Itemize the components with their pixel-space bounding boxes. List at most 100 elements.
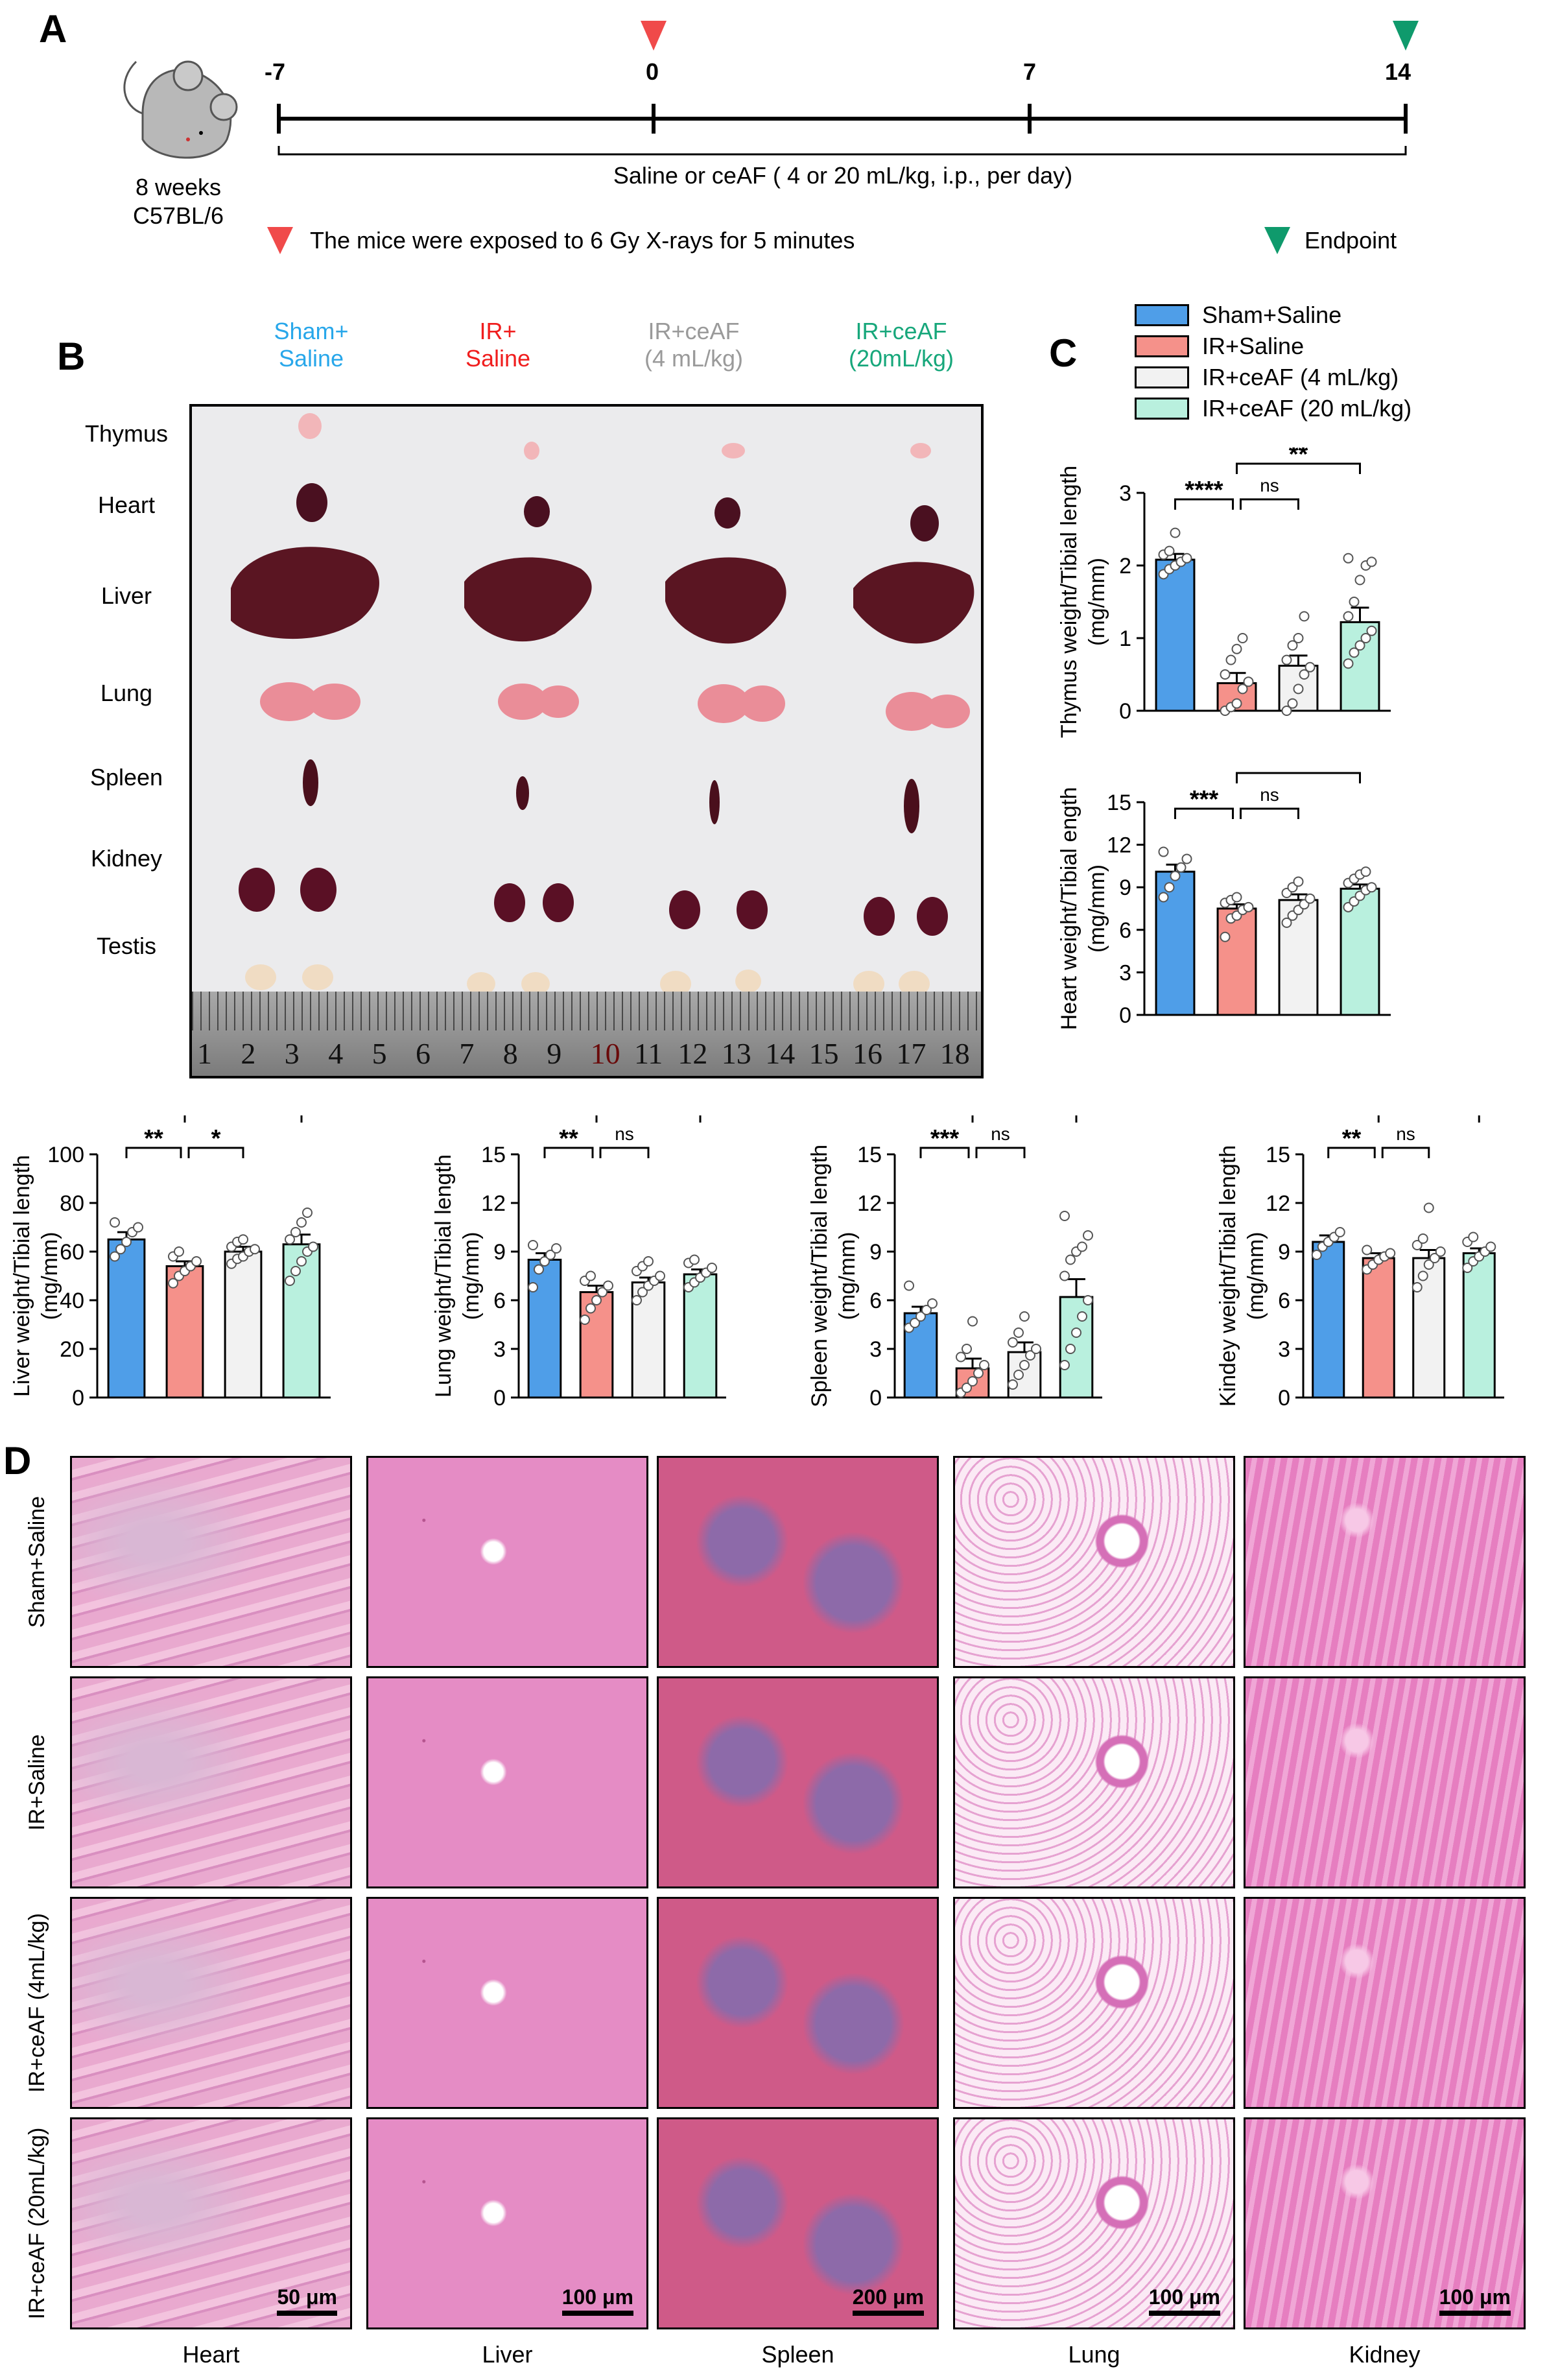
significance-label: ns	[1260, 475, 1279, 495]
ruler-number: 14	[765, 1037, 796, 1070]
group-header-ir: IR+ Saline	[465, 318, 531, 372]
y-tick-label: 12	[857, 1191, 882, 1216]
legend-item-sham: Sham+Saline	[1135, 300, 1472, 331]
data-point	[528, 1282, 538, 1292]
significance-label: **	[1289, 447, 1308, 468]
data-point	[534, 1264, 544, 1275]
significance-bracket	[919, 1147, 970, 1158]
y-tick-label: 12	[1107, 833, 1131, 858]
data-point	[1031, 1344, 1041, 1354]
histology-column-label: Lung	[1068, 2341, 1120, 2368]
ruler-number: 4	[328, 1037, 344, 1070]
timeline	[267, 21, 1419, 254]
data-point	[1366, 556, 1377, 567]
mouse-age: 8 weeks	[135, 174, 222, 200]
y-tick-label: 6	[493, 1289, 506, 1313]
data-point	[1360, 633, 1371, 643]
data-point	[539, 1256, 550, 1267]
data-point	[1243, 901, 1254, 912]
organ-label-kidney: Kidney	[90, 845, 163, 872]
data-point	[1305, 661, 1316, 672]
data-point	[1349, 597, 1360, 607]
data-point	[1237, 633, 1248, 643]
data-point	[689, 1254, 700, 1265]
data-point	[1423, 1259, 1434, 1270]
ruler-numbers: 1 2 3 4 5 6 7 8 9 10 11 12 13 14 15 16 17 18	[192, 1034, 981, 1073]
bar	[1155, 558, 1196, 712]
timeline-tick-14: 14	[1385, 58, 1411, 85]
histology-row-label: IR+Saline	[25, 1734, 49, 1831]
histology-row-label: IR+ceAF (4mL/kg)	[25, 1913, 49, 2093]
bar-chart-2: 0 20 40 60 80 100 Liver weight/Tibial length (m…	[10, 1115, 331, 1410]
data-point	[1019, 1360, 1030, 1370]
significance-label: ns	[991, 1124, 1010, 1144]
organ-label-spleen: Spleen	[89, 764, 163, 791]
significance-label: ***	[930, 1125, 960, 1152]
data-point	[1299, 611, 1310, 622]
y-tick-label: 9	[493, 1240, 506, 1265]
scale-bar-label: 200 μm	[852, 2285, 924, 2309]
y-axis-label: Liver weight/Tibial length	[10, 1155, 34, 1397]
y-axis-label: Lung weight/Tibial length	[431, 1154, 456, 1398]
data-point	[1293, 876, 1304, 887]
panel-letter-c: C	[1049, 331, 1078, 375]
bar	[282, 1243, 321, 1399]
ruler: 1 2 3 4 5 6 7 8 9 10 11 12 13 14 15 16 17 18	[192, 992, 981, 1076]
data-point	[655, 1270, 665, 1281]
data-point	[250, 1244, 260, 1255]
y-tick-label: 0	[1119, 699, 1131, 724]
histology-image-spleen: 200 μm	[657, 2117, 939, 2329]
data-point	[927, 1298, 938, 1309]
data-point	[1158, 846, 1169, 857]
legend: Sham+Saline IR+Saline IR+ceAF (4 mL/kg) …	[1135, 300, 1472, 424]
histology-image-spleen	[657, 1897, 939, 2109]
y-tick-label: 15	[1107, 791, 1131, 815]
data-point	[1225, 654, 1236, 665]
ruler-number: 6	[416, 1037, 431, 1070]
treatment-label: Saline or ceAF ( 4 or 20 mL/kg, i.p., pe…	[613, 162, 1073, 189]
bar-chart-5: 0 3 6 9 12 15 Kindey weight/Tibial length (mg/m…	[1216, 1115, 1504, 1410]
data-point	[551, 1243, 561, 1254]
histology-image-spleen	[657, 1456, 939, 1668]
histology-image-kidney: 100 μm	[1244, 2117, 1526, 2329]
data-point	[962, 1383, 972, 1393]
bar	[579, 1291, 614, 1399]
panel-letter-d: D	[3, 1439, 32, 1482]
y-tick-label: 9	[1278, 1240, 1290, 1265]
data-point	[1429, 1253, 1440, 1263]
significance-label: **	[1342, 1125, 1362, 1152]
data-point	[1158, 892, 1169, 903]
legend-red-marker-icon	[267, 227, 293, 254]
histology-image-liver	[366, 1676, 648, 1888]
histology-image-liver: 100 μm	[366, 2117, 648, 2329]
significance-bracket	[183, 1115, 303, 1123]
data-point	[1287, 640, 1298, 651]
data-point	[528, 1240, 538, 1250]
histology-image-lung	[953, 1897, 1235, 2109]
bar	[527, 1259, 562, 1399]
bar-chart-0: 0 1 2 3 Thymus weight/Tibial length (mg/mm) **…	[1057, 447, 1391, 738]
data-point	[1013, 1327, 1024, 1338]
data-point	[1349, 647, 1360, 658]
y-tick-label: 0	[493, 1386, 506, 1410]
significance-label: *	[1293, 768, 1303, 778]
legend-green-text: Endpoint	[1305, 227, 1397, 254]
y-tick-label: 0	[869, 1386, 882, 1410]
bar	[1059, 1296, 1094, 1399]
data-point	[1231, 643, 1242, 654]
data-point	[967, 1376, 978, 1386]
data-point	[168, 1278, 178, 1289]
y-tick-label: 40	[60, 1289, 84, 1313]
data-point	[591, 1295, 602, 1305]
data-point	[1417, 1270, 1428, 1281]
data-point	[1485, 1241, 1496, 1252]
significance-label: **	[144, 1125, 163, 1152]
data-point	[1343, 611, 1354, 622]
data-point	[643, 1256, 654, 1267]
data-point	[1059, 1270, 1070, 1281]
bar	[224, 1250, 263, 1399]
group-header-sham: Sham+ Saline	[274, 318, 349, 372]
mouse-strain: C57BL/6	[132, 202, 224, 229]
y-axis-label: Heart weight/Tibial ength	[1057, 787, 1081, 1030]
data-point	[1334, 1227, 1345, 1237]
